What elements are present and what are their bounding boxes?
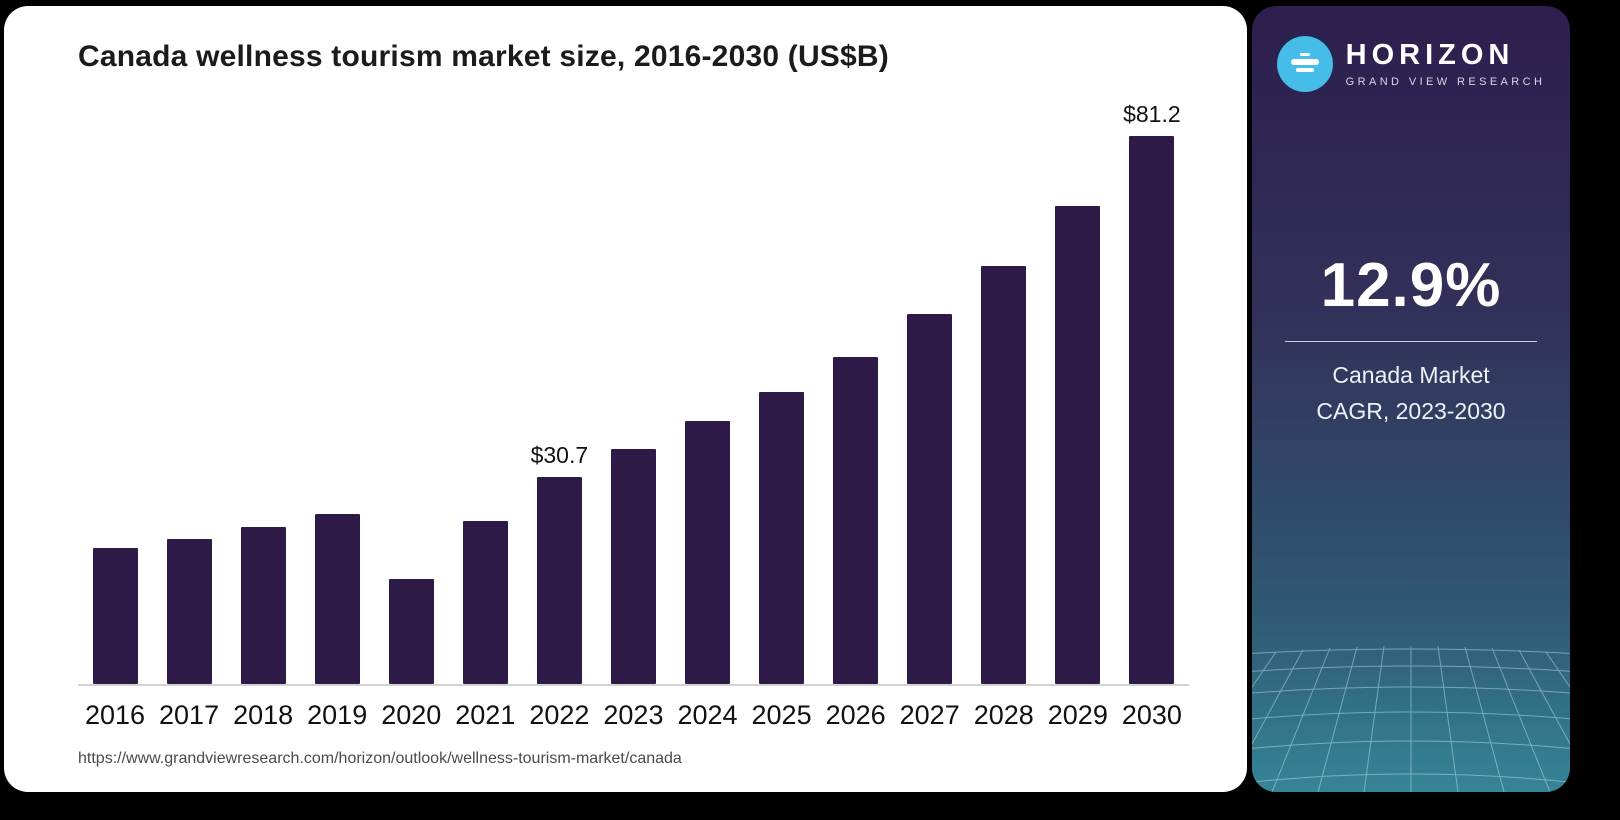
- x-tick-label: 2024: [677, 700, 738, 730]
- x-axis: 2016 2017 2018 2019 2020 2021 2022 2023 2024 2025…: [78, 700, 1189, 731]
- bar-column: [1043, 206, 1113, 684]
- bar-column: $81.2: [1117, 101, 1187, 684]
- logo-text: HORIZON GRAND VIEW RESEARCH: [1345, 39, 1546, 88]
- bar-column: [895, 314, 965, 684]
- bar: [314, 514, 360, 684]
- bar: [610, 449, 656, 684]
- x-tick-label: 2019: [307, 700, 368, 730]
- bar-column: [154, 539, 224, 684]
- bar: [759, 392, 805, 684]
- x-tick-label: 2027: [899, 700, 960, 730]
- cagr-caption: Canada Market CAGR, 2023-2030: [1285, 358, 1537, 429]
- cagr-caption-line2: CAGR, 2023-2030: [1316, 398, 1506, 424]
- brand-panel: HORIZON GRAND VIEW RESEARCH 12.9% Canada…: [1252, 6, 1570, 792]
- chart-card: Canada wellness tourism market size, 201…: [4, 6, 1247, 792]
- x-tick-label: 2023: [603, 700, 664, 730]
- source-link: https://www.grandviewresearch.com/horizo…: [78, 750, 682, 767]
- wireframe-mesh-decoration: [1252, 645, 1570, 792]
- x-tick-label: 2022: [529, 700, 590, 730]
- bar: [240, 527, 286, 684]
- bar-column: [302, 514, 372, 684]
- bar-column: [598, 449, 668, 684]
- bar-column: [80, 548, 150, 684]
- chart-plot: $30.7 $81.2: [78, 80, 1189, 686]
- x-tick-label: 2021: [455, 700, 516, 730]
- bar-column: [673, 421, 743, 684]
- bar: [388, 579, 434, 684]
- bar: [685, 421, 730, 684]
- bar-value-label: $30.7: [530, 442, 589, 468]
- logo-subtitle: GRAND VIEW RESEARCH: [1345, 75, 1546, 88]
- stat-divider: [1285, 341, 1537, 343]
- bar-column: [969, 266, 1039, 684]
- x-tick-label: 2018: [233, 700, 294, 730]
- bar: [536, 477, 582, 684]
- bar: [907, 314, 953, 684]
- cagr-value: 12.9%: [1320, 251, 1502, 321]
- bar-column: [821, 357, 891, 684]
- x-tick-label: 2030: [1121, 700, 1182, 730]
- x-tick-label: 2029: [1047, 700, 1108, 730]
- chart-title: Canada wellness tourism market size, 201…: [78, 40, 889, 73]
- bar: [981, 266, 1027, 684]
- bar-column: [747, 392, 817, 684]
- bar: [462, 521, 508, 684]
- cagr-caption-line1: Canada Market: [1332, 362, 1490, 389]
- bar: [166, 539, 212, 684]
- x-tick-label: 2025: [751, 700, 812, 730]
- x-tick-label: 2028: [973, 700, 1034, 730]
- logo-brand: HORIZON: [1345, 39, 1515, 72]
- horizon-logo: HORIZON GRAND VIEW RESEARCH: [1276, 36, 1546, 92]
- bar-column: [376, 579, 446, 684]
- bar: [833, 357, 879, 684]
- bar-column: [228, 527, 298, 684]
- horizon-logo-icon: [1276, 36, 1333, 92]
- infographic: Canada wellness tourism market size, 201…: [4, 6, 1570, 792]
- bar-column: $30.7: [524, 442, 594, 684]
- x-tick-label: 2016: [84, 700, 146, 730]
- bar-chart: $30.7 $81.2 2016 2017 2018 2019 2020 2021 2022 2…: [78, 80, 1189, 731]
- x-tick-label: 2026: [825, 700, 886, 730]
- bar-value-label: $81.2: [1123, 101, 1181, 127]
- bar: [92, 548, 138, 684]
- x-tick-label: 2020: [381, 700, 442, 730]
- bar: [1055, 206, 1101, 684]
- bar: [1129, 136, 1175, 684]
- bar-column: [450, 521, 520, 684]
- cagr-stat: 12.9% Canada Market CAGR, 2023-2030: [1285, 250, 1537, 429]
- x-tick-label: 2017: [159, 700, 220, 730]
